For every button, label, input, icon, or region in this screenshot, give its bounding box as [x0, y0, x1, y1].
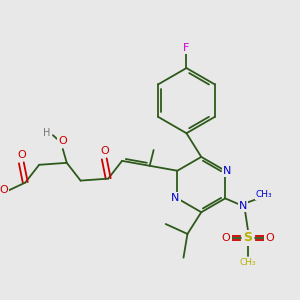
- Text: N: N: [171, 194, 179, 203]
- Text: S: S: [243, 231, 252, 244]
- Text: O: O: [265, 233, 274, 243]
- Text: H: H: [43, 128, 51, 138]
- Text: N: N: [239, 201, 247, 211]
- Text: F: F: [183, 43, 190, 53]
- Text: O: O: [222, 233, 231, 243]
- Text: CH₃: CH₃: [240, 258, 256, 267]
- Text: N: N: [223, 166, 231, 176]
- Text: CH₃: CH₃: [255, 190, 272, 199]
- Text: O: O: [0, 185, 8, 196]
- Text: O: O: [58, 136, 67, 146]
- Text: O: O: [17, 150, 26, 160]
- Text: O: O: [100, 146, 109, 156]
